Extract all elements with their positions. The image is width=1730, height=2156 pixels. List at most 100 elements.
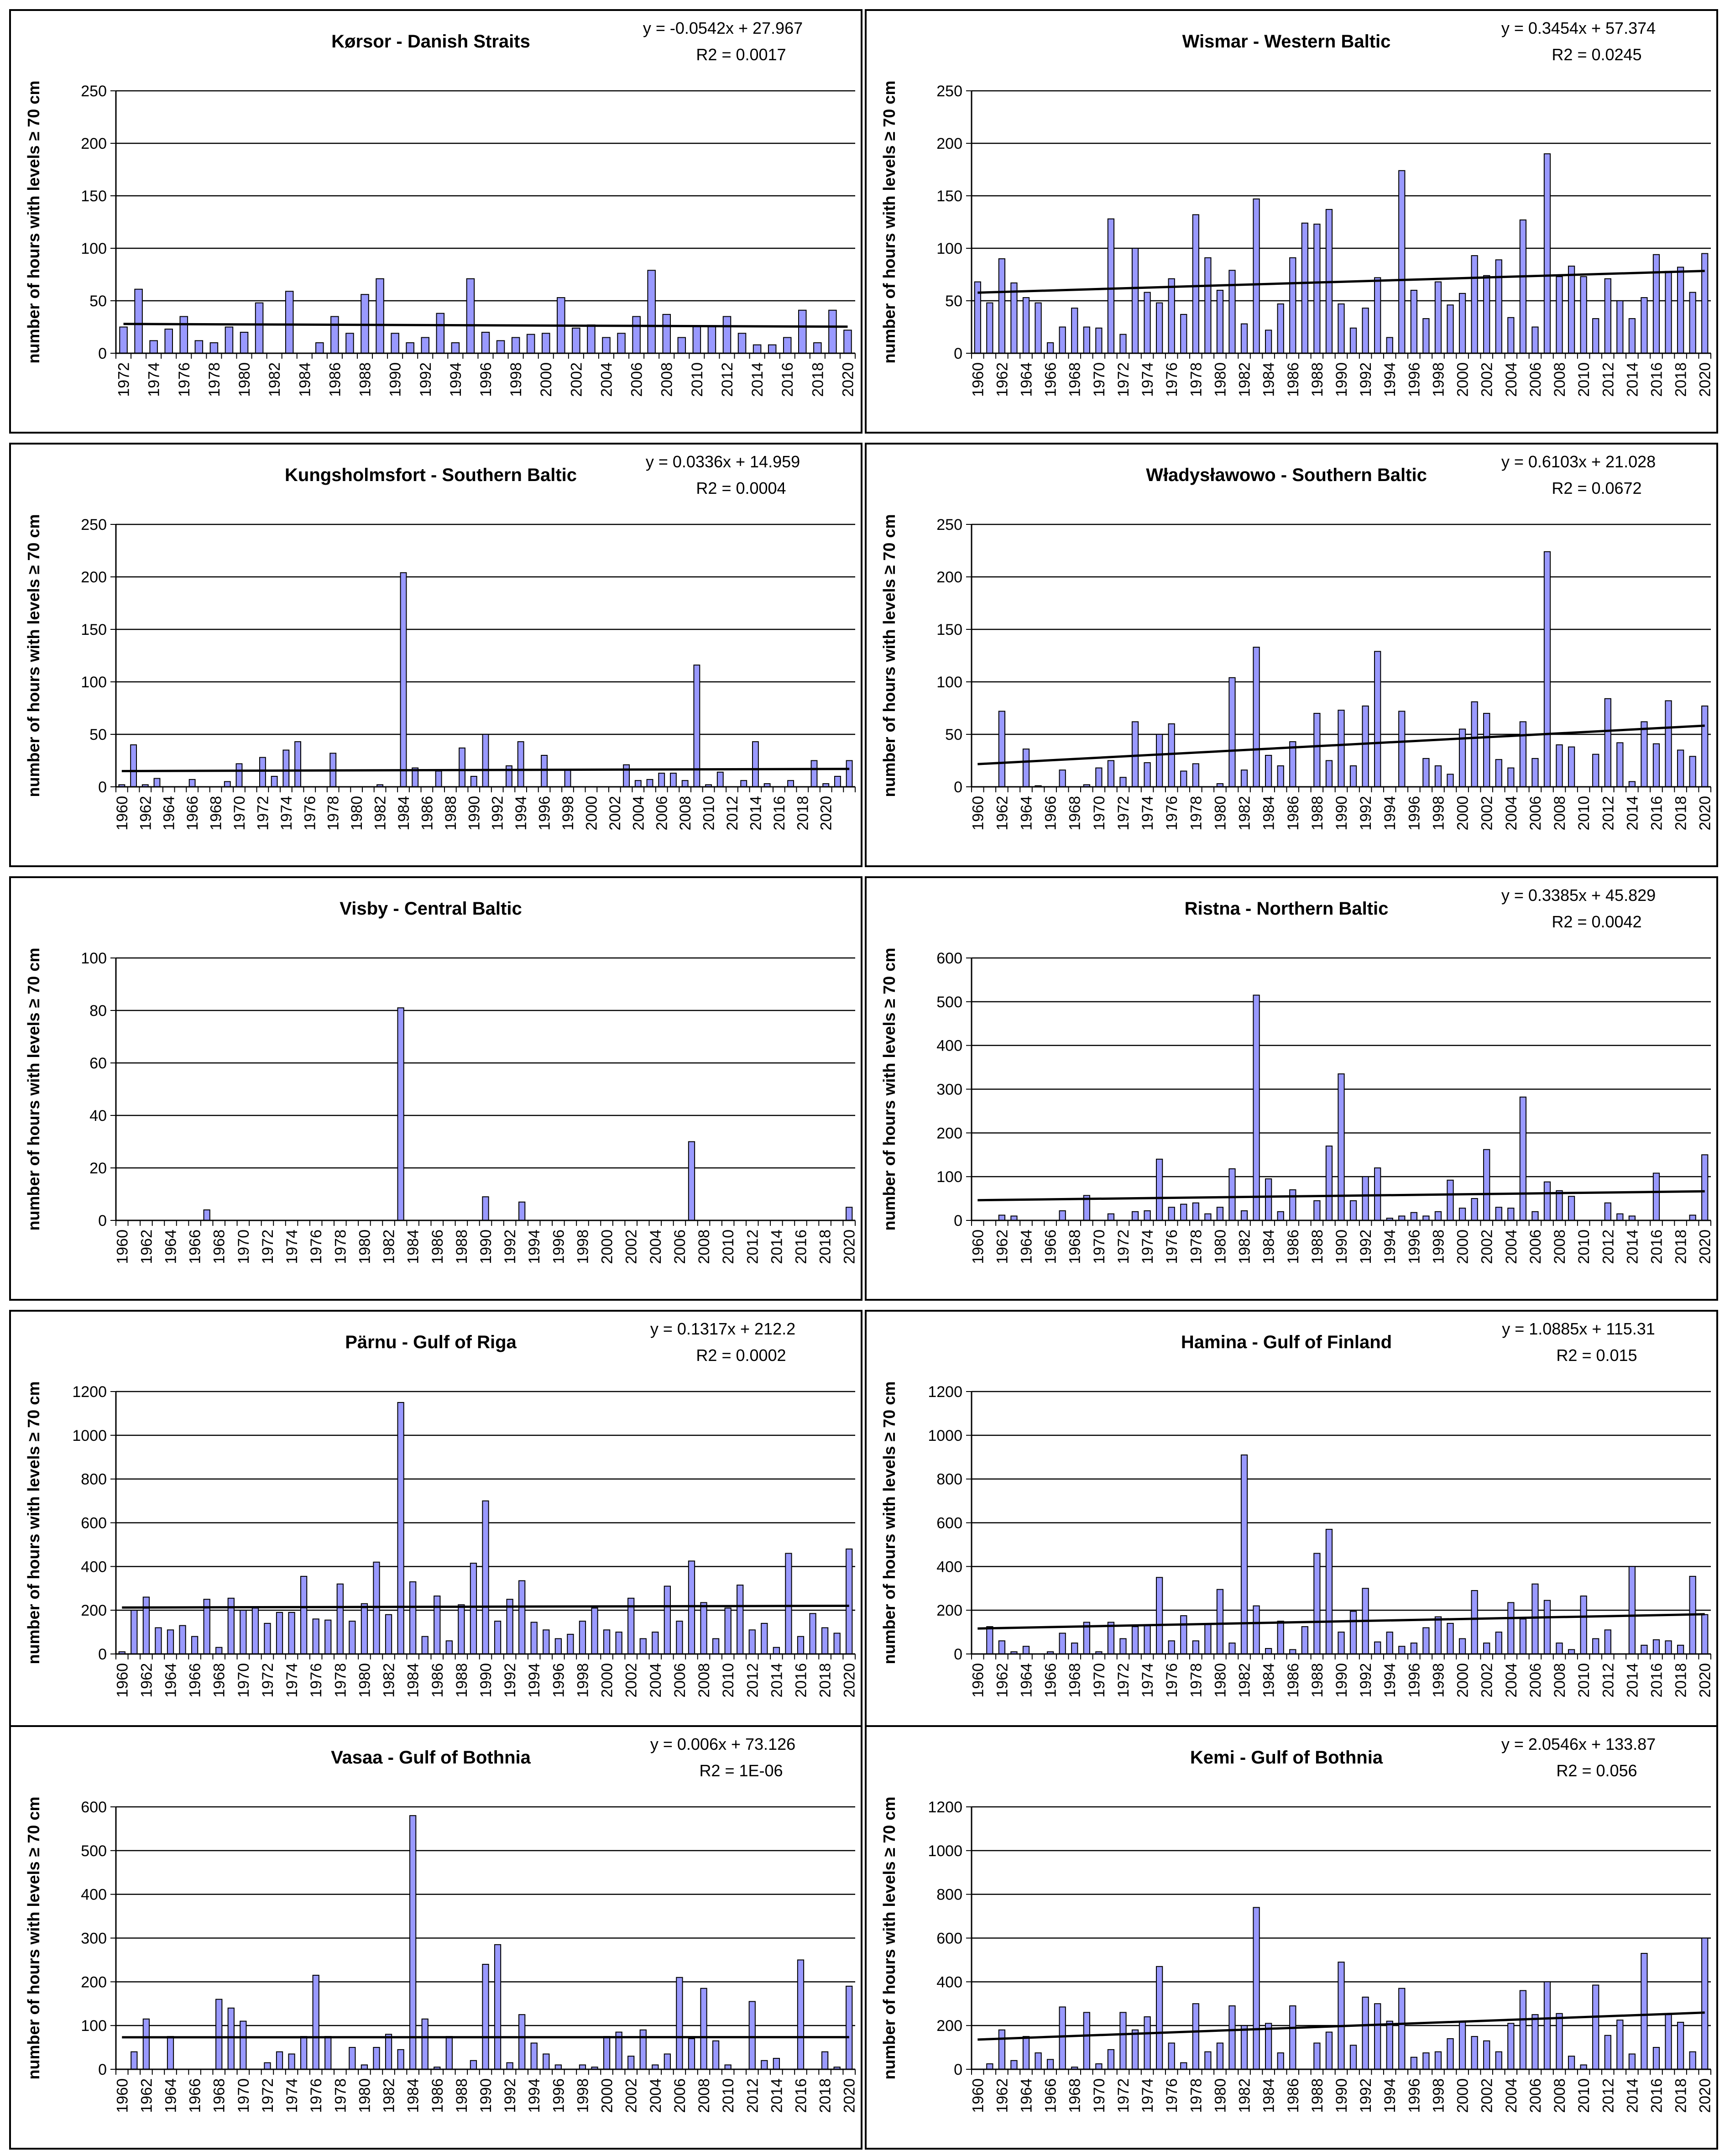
bar xyxy=(998,1640,1006,1654)
bar xyxy=(1180,314,1187,354)
x-tick-label: 2018 xyxy=(817,1663,834,1698)
bar xyxy=(1119,2012,1127,2070)
x-tick-label: 2000 xyxy=(1454,2078,1472,2113)
x-tick-label: 1982 xyxy=(381,2078,398,2113)
x-tick-label: 2010 xyxy=(1575,362,1593,397)
bar xyxy=(1301,222,1308,354)
bar xyxy=(567,1633,574,1654)
x-tick-label: 2000 xyxy=(1454,362,1472,397)
bar xyxy=(1144,1625,1151,1654)
trend-equation: y = 2.0546x + 133.87 xyxy=(1501,1735,1656,1753)
y-tick-label: 100 xyxy=(81,674,107,691)
bar xyxy=(1628,781,1636,787)
x-tick-label: 2010 xyxy=(689,362,706,397)
x-tick-label: 1964 xyxy=(1018,796,1035,831)
bar xyxy=(1059,326,1066,354)
bar xyxy=(518,2014,526,2070)
chart-svg: Vasaa - Gulf of Bothnia y = 0.006x + 73.1… xyxy=(24,1735,858,2113)
x-tick-label: 2004 xyxy=(1503,796,1520,831)
x-tick-label: 1994 xyxy=(1381,1663,1399,1698)
bar xyxy=(409,1581,417,1654)
bar xyxy=(1156,1158,1163,1221)
y-tick-label: 80 xyxy=(89,1002,107,1020)
x-tick-label: 1996 xyxy=(1406,2078,1423,2113)
bar xyxy=(1604,1629,1611,1655)
x-tick-label: 1984 xyxy=(395,796,413,831)
y-tick-label: 250 xyxy=(936,516,962,534)
bar xyxy=(1265,2023,1272,2070)
bar xyxy=(768,344,777,354)
bar xyxy=(1253,1605,1260,1654)
bar xyxy=(134,288,143,354)
x-tick-label: 1966 xyxy=(1042,362,1060,397)
x-tick-label: 1974 xyxy=(1139,362,1156,397)
x-tick-label: 2014 xyxy=(1624,2078,1641,2113)
bar xyxy=(737,1585,744,1654)
bar xyxy=(1289,2005,1296,2070)
bar xyxy=(203,1209,210,1221)
x-tick-label: 2006 xyxy=(628,362,646,397)
bar xyxy=(1277,1621,1284,1654)
x-tick-label: 1962 xyxy=(993,2078,1011,2113)
y-tick-label: 100 xyxy=(936,240,962,257)
bar xyxy=(324,2036,332,2070)
x-tick-label: 1988 xyxy=(453,2078,470,2113)
bar xyxy=(1374,277,1381,354)
x-tick-label: 1992 xyxy=(502,1663,519,1698)
chart-panel: Kungsholmsfort - Southern Baltic y = 0.03… xyxy=(9,443,862,867)
chart-title: Wismar - Western Baltic xyxy=(1182,31,1391,52)
bar xyxy=(421,337,430,354)
x-tick-label: 1984 xyxy=(1260,2078,1278,2113)
x-tick-label: 1984 xyxy=(1260,1230,1278,1264)
x-tick-label: 2004 xyxy=(1503,1230,1520,1264)
x-tick-label: 2014 xyxy=(747,796,764,831)
bar xyxy=(385,1614,392,1654)
bar xyxy=(1386,2020,1393,2070)
x-tick-label: 1974 xyxy=(278,796,295,831)
bar xyxy=(458,1604,465,1654)
bar xyxy=(1592,1638,1599,1654)
r-squared: R2 = 0.0245 xyxy=(1552,45,1641,64)
bar xyxy=(1095,2063,1103,2070)
bar xyxy=(773,1647,780,1654)
x-tick-label: 2016 xyxy=(792,1230,810,1264)
bar xyxy=(670,773,677,787)
r-squared: R2 = 0.0002 xyxy=(696,1346,786,1365)
x-tick-label: 1970 xyxy=(1091,2078,1108,2113)
bar xyxy=(753,344,762,354)
x-tick-label: 2014 xyxy=(768,2078,785,2113)
x-tick-label: 2008 xyxy=(1551,2078,1568,2113)
x-tick-label: 1986 xyxy=(429,2078,446,2113)
y-tick-label: 200 xyxy=(936,135,962,152)
bar xyxy=(998,1214,1006,1221)
y-tick-label: 250 xyxy=(81,83,107,100)
bar xyxy=(1689,1214,1696,1221)
bar xyxy=(1604,278,1611,354)
x-tick-label: 2010 xyxy=(700,796,718,831)
bar xyxy=(639,1638,647,1654)
x-tick-label: 1996 xyxy=(1406,1230,1423,1264)
bar xyxy=(1677,749,1684,787)
trend-equation: y = 1.0885x + 115.31 xyxy=(1502,1319,1655,1338)
trend-line xyxy=(121,768,850,773)
x-tick-label: 1972 xyxy=(1115,2078,1132,2113)
x-tick-label: 1986 xyxy=(1285,2078,1302,2113)
chart-panel: Ristna - Northern Baltic y = 0.3385x + 45… xyxy=(865,876,1718,1301)
r-squared: R2 = 0.056 xyxy=(1556,1761,1637,1780)
bar xyxy=(518,1201,526,1221)
bar xyxy=(1325,760,1333,787)
bar xyxy=(1277,1211,1284,1221)
x-tick-label: 1976 xyxy=(301,796,319,831)
bar xyxy=(406,342,414,354)
bar xyxy=(1119,334,1127,354)
x-tick-label: 1962 xyxy=(138,1230,155,1264)
bar xyxy=(167,2036,174,2070)
bar xyxy=(240,332,249,354)
bar xyxy=(215,1999,223,2070)
x-tick-label: 2008 xyxy=(1551,796,1568,831)
bar xyxy=(603,2036,611,2070)
bar xyxy=(1131,248,1139,354)
x-tick-label: 1976 xyxy=(176,362,193,397)
bar xyxy=(1180,1204,1187,1221)
bar xyxy=(700,1602,707,1654)
